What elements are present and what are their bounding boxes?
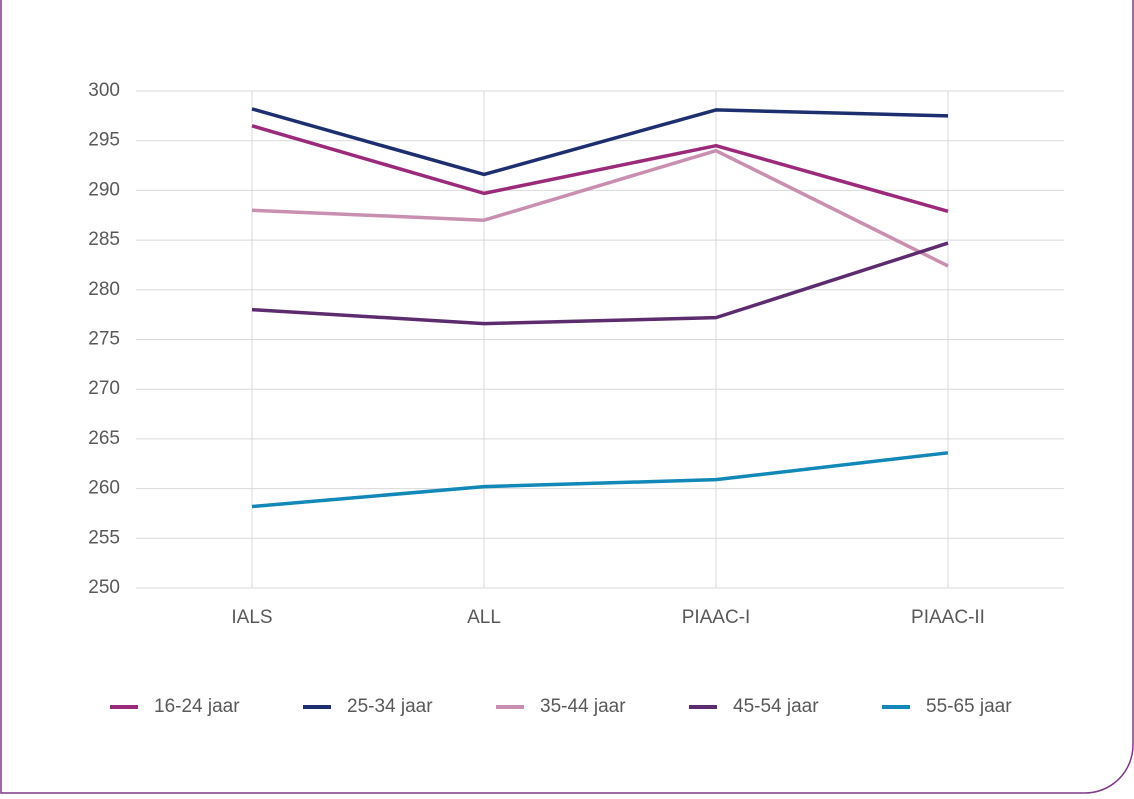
y-tick-label: 265 — [88, 428, 120, 449]
x-tick-label: PIAAC-I — [682, 607, 751, 628]
y-tick-label: 255 — [88, 527, 120, 548]
y-tick-label: 270 — [88, 378, 120, 399]
series-line — [251, 148, 949, 268]
legend-label: 35-44 jaar — [540, 696, 626, 717]
y-tick-label: 290 — [88, 179, 120, 200]
y-tick-label: 280 — [88, 279, 120, 300]
legend-label: 16-24 jaar — [154, 696, 240, 717]
legend-label: 25-34 jaar — [347, 696, 433, 717]
legend-label: 45-54 jaar — [733, 696, 819, 717]
y-tick-label: 250 — [88, 577, 120, 598]
x-tick-label: PIAAC-II — [911, 607, 985, 628]
series-line — [251, 451, 949, 509]
y-tick-label: 300 — [88, 80, 120, 101]
series-line — [251, 124, 949, 213]
x-tick-label: IALS — [231, 607, 272, 628]
series-line — [251, 107, 949, 177]
y-tick-label: 275 — [88, 329, 120, 350]
series-line — [251, 241, 949, 326]
y-tick-label: 295 — [88, 130, 120, 151]
y-tick-label: 285 — [88, 229, 120, 250]
legend-label: 55-65 jaar — [926, 696, 1012, 717]
y-tick-label: 260 — [88, 478, 120, 499]
x-tick-label: ALL — [467, 607, 501, 628]
